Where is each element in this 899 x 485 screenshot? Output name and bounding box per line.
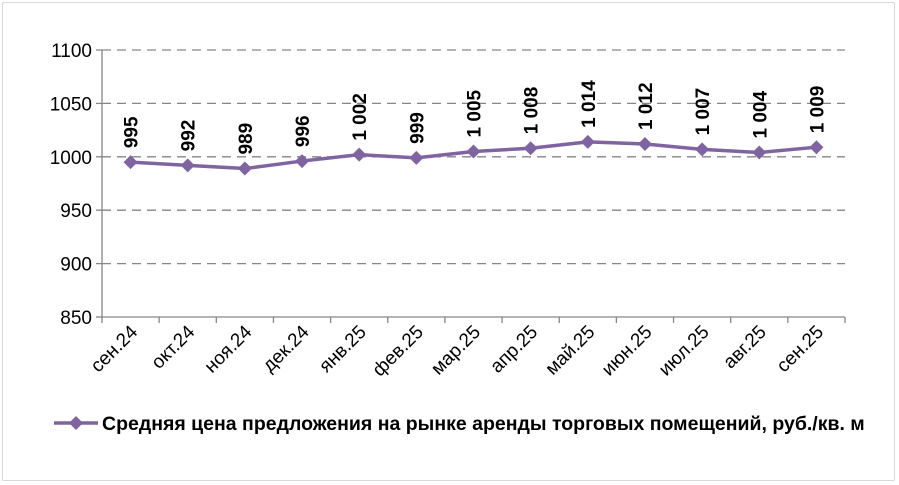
legend-label: Средняя цена предложения на рынке аренды…: [102, 413, 865, 435]
x-tick-label: янв.25: [315, 322, 370, 377]
data-label: 992: [179, 120, 200, 152]
data-point: [580, 134, 595, 149]
data-label: 995: [122, 116, 143, 148]
data-point: [695, 142, 710, 157]
y-tick-label: 1000: [50, 148, 92, 169]
y-tick-label: 900: [60, 255, 92, 276]
data-label: 1 005: [465, 89, 486, 137]
x-tick-label: сен.25: [773, 322, 828, 377]
data-label: 1 009: [807, 86, 828, 134]
x-tick-label: авг.25: [719, 322, 770, 373]
y-tick-label: 1100: [51, 41, 92, 62]
data-point: [295, 154, 310, 169]
data-label: 1 014: [579, 80, 600, 128]
x-tick-label: ноя.24: [201, 321, 257, 377]
data-label: 1 008: [522, 87, 543, 135]
x-tick-label: дек.24: [259, 321, 314, 376]
data-point: [123, 155, 138, 170]
data-label: 999: [407, 112, 428, 144]
data-label: 1 012: [636, 82, 657, 130]
data-point: [523, 141, 538, 156]
data-point: [809, 140, 824, 155]
x-tick-label: окт.24: [148, 321, 200, 373]
x-tick-label: апр.25: [486, 322, 542, 378]
data-point: [409, 150, 424, 165]
x-tick-label: фев.25: [369, 322, 428, 381]
x-tick-label: июн.25: [598, 322, 657, 381]
x-tick-label: июл.25: [655, 322, 714, 381]
data-point: [466, 144, 481, 159]
data-point: [352, 147, 367, 162]
data-label: 1 002: [350, 93, 371, 141]
data-label: 1 004: [750, 91, 771, 139]
data-point: [637, 136, 652, 151]
data-label: 989: [236, 123, 257, 155]
x-tick-label: май.25: [542, 322, 600, 380]
y-tick-label: 850: [60, 308, 92, 329]
data-label: 996: [293, 115, 314, 147]
data-point: [237, 161, 252, 176]
x-tick-label: сен.24: [87, 321, 142, 376]
y-tick-label: 1050: [50, 94, 92, 115]
y-tick-label: 950: [60, 201, 92, 222]
legend-marker: [54, 416, 98, 430]
x-tick-label: мар.25: [427, 322, 485, 380]
data-point: [180, 158, 195, 173]
data-label: 1 007: [693, 88, 714, 136]
data-point: [752, 145, 767, 160]
